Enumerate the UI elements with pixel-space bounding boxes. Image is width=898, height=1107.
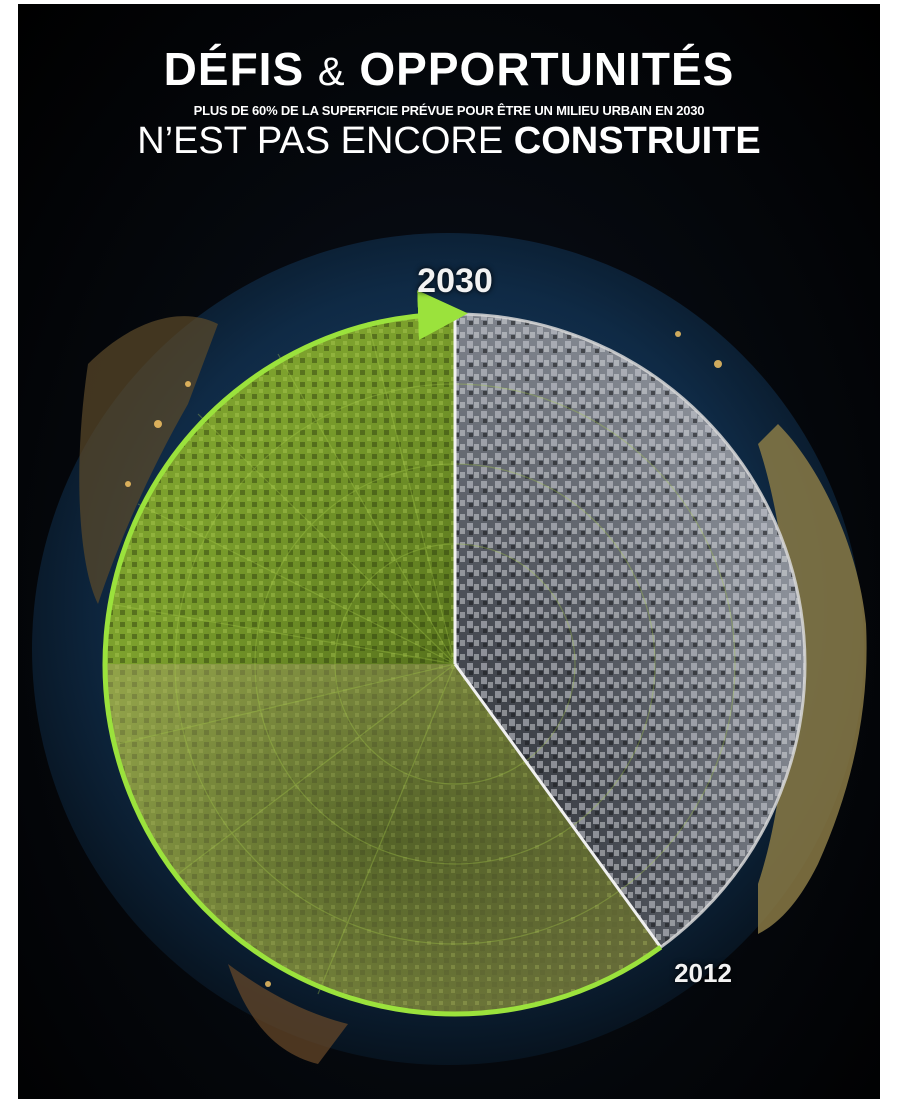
subtitle-after: DE LA SUPERFICIE PRÉVUE POUR ÊTRE UN MIL… [277,103,704,118]
poster: DÉFIS & OPPORTUNITÉS PLUS DE 60% DE LA S… [18,4,880,1099]
subtitle: PLUS DE 60% DE LA SUPERFICIE PRÉVUE POUR… [18,103,880,118]
title-block: DÉFIS & OPPORTUNITÉS PLUS DE 60% DE LA S… [18,44,880,162]
label-2012: 2012 [658,958,748,989]
subtitle-highlight: 60% [252,103,277,118]
title-part-defis: DÉFIS [164,43,304,95]
globe-illustration [18,4,880,1099]
headline: N’EST PAS ENCORE CONSTRUITE [18,120,880,162]
page-title: DÉFIS & OPPORTUNITÉS [18,44,880,97]
headline-thin: N’EST PAS ENCORE [137,120,514,162]
headline-bold: CONSTRUITE [514,120,761,162]
subtitle-before: PLUS DE [194,103,252,118]
title-part-opportunites: OPPORTUNITÉS [359,43,734,95]
title-ampersand: & [318,50,346,94]
label-2030: 2030 [410,262,500,301]
